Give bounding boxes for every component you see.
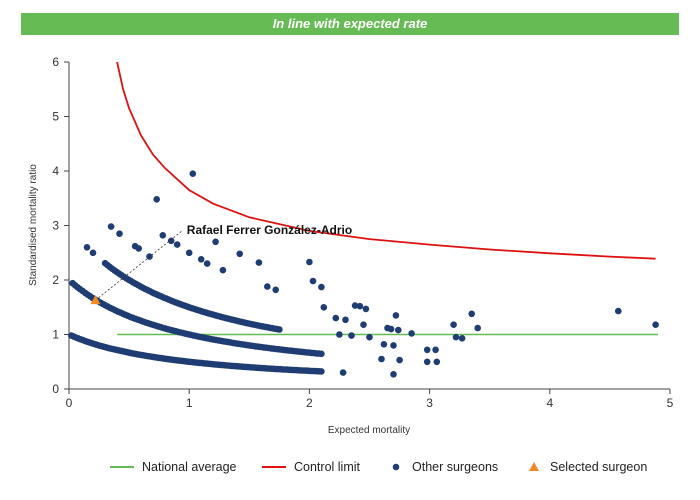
other-surgeon-point <box>433 358 441 366</box>
x-tick-label: 1 <box>186 396 193 410</box>
other-surgeon-point <box>423 346 431 354</box>
other-surgeon-point <box>83 244 91 251</box>
other-surgeon-point <box>255 259 263 266</box>
other-surgeon-point <box>276 326 283 333</box>
other-surgeon-point <box>135 245 142 252</box>
y-tick-label: 5 <box>52 110 59 124</box>
annotation-leader-line <box>95 229 184 301</box>
other-surgeon-point <box>468 310 476 318</box>
other-surgeon-point <box>432 346 439 354</box>
y-tick-label: 1 <box>52 328 59 342</box>
other-surgeon-point <box>189 170 197 177</box>
y-tick-label: 2 <box>52 273 59 287</box>
other-surgeon-point <box>362 305 370 313</box>
other-surgeon-point <box>380 341 388 348</box>
other-surgeon-point <box>309 277 317 285</box>
other-surgeon-point <box>652 321 659 329</box>
other-surgeon-point <box>356 302 364 310</box>
other-surgeon-point <box>153 196 160 203</box>
legend: National average Control limit Other surge… <box>110 460 647 474</box>
other-surgeon-point <box>167 237 175 245</box>
other-surgeon-point <box>408 330 415 337</box>
other-surgeon-point <box>615 307 622 315</box>
other-surgeon-point <box>395 326 402 334</box>
other-surgeon-point <box>318 368 325 375</box>
other-surgeon-point <box>423 358 431 366</box>
other-surgeon-point <box>306 258 313 266</box>
other-surgeon-point <box>159 232 167 239</box>
other-surgeon-point <box>272 286 280 294</box>
y-axis-title: Standardised mortality ratio <box>28 164 39 286</box>
other-surgeon-point <box>474 324 482 332</box>
other-surgeon-point <box>450 321 457 329</box>
x-tick-label: 5 <box>667 396 674 410</box>
other-surgeon-point <box>351 302 359 309</box>
other-surgeon-point <box>452 333 460 341</box>
other-surgeon-point <box>336 331 343 338</box>
other-surgeon-point <box>212 238 219 246</box>
other-surgeon-point <box>236 250 243 258</box>
x-tick-label: 0 <box>66 396 73 410</box>
plot-series <box>68 61 659 378</box>
other-surgeon-point <box>342 316 349 324</box>
selected-surgeon-label: Rafael Ferrer González-Adrio <box>187 223 352 237</box>
x-tick-label: 3 <box>426 396 433 410</box>
legend-swatch-triangle <box>529 462 539 471</box>
other-surgeon-point <box>458 335 466 342</box>
other-surgeon-point <box>392 312 400 319</box>
other-surgeon-point <box>264 283 271 290</box>
other-surgeon-point <box>360 321 367 329</box>
other-surgeon-point <box>89 249 97 257</box>
other-surgeon-point <box>390 371 397 378</box>
other-surgeon-point <box>173 241 181 248</box>
legend-label: Selected surgeon <box>550 460 647 474</box>
y-tick-label: 0 <box>52 382 59 396</box>
legend-label: National average <box>142 460 237 474</box>
legend-swatch-dot <box>392 463 400 471</box>
other-surgeon-point <box>318 283 325 291</box>
other-surgeon-point <box>197 255 205 263</box>
other-surgeon-point <box>339 369 347 376</box>
legend-label: Other surgeons <box>412 460 498 474</box>
other-surgeon-point <box>318 350 325 358</box>
x-axis-title: Expected mortality <box>328 425 410 436</box>
other-surgeon-point <box>332 314 340 322</box>
other-surgeon-point <box>348 332 355 339</box>
other-surgeon-point <box>116 230 123 237</box>
other-surgeon-point <box>378 355 385 363</box>
control-limit-line <box>116 61 656 260</box>
y-tick-label: 4 <box>52 164 59 178</box>
other-surgeon-point <box>387 325 395 333</box>
other-surgeon-point <box>390 342 397 349</box>
y-tick-label: 3 <box>52 219 59 233</box>
legend-label: Control limit <box>294 460 361 474</box>
other-surgeon-point <box>320 304 328 311</box>
status-banner: In line with expected rate <box>21 13 679 35</box>
selected-surgeon-marker <box>90 295 101 305</box>
x-tick-label: 4 <box>546 396 553 410</box>
y-tick-label: 6 <box>52 55 59 69</box>
selected-surgeon-annotation: Rafael Ferrer González-Adrio <box>90 223 352 305</box>
other-surgeon-point <box>185 249 193 257</box>
x-tick-label: 2 <box>306 396 313 410</box>
other-surgeon-point <box>219 266 227 274</box>
other-surgeon-point <box>396 356 403 364</box>
other-surgeon-point <box>203 260 211 267</box>
other-surgeon-point <box>107 223 115 230</box>
other-surgeon-point <box>366 333 373 341</box>
